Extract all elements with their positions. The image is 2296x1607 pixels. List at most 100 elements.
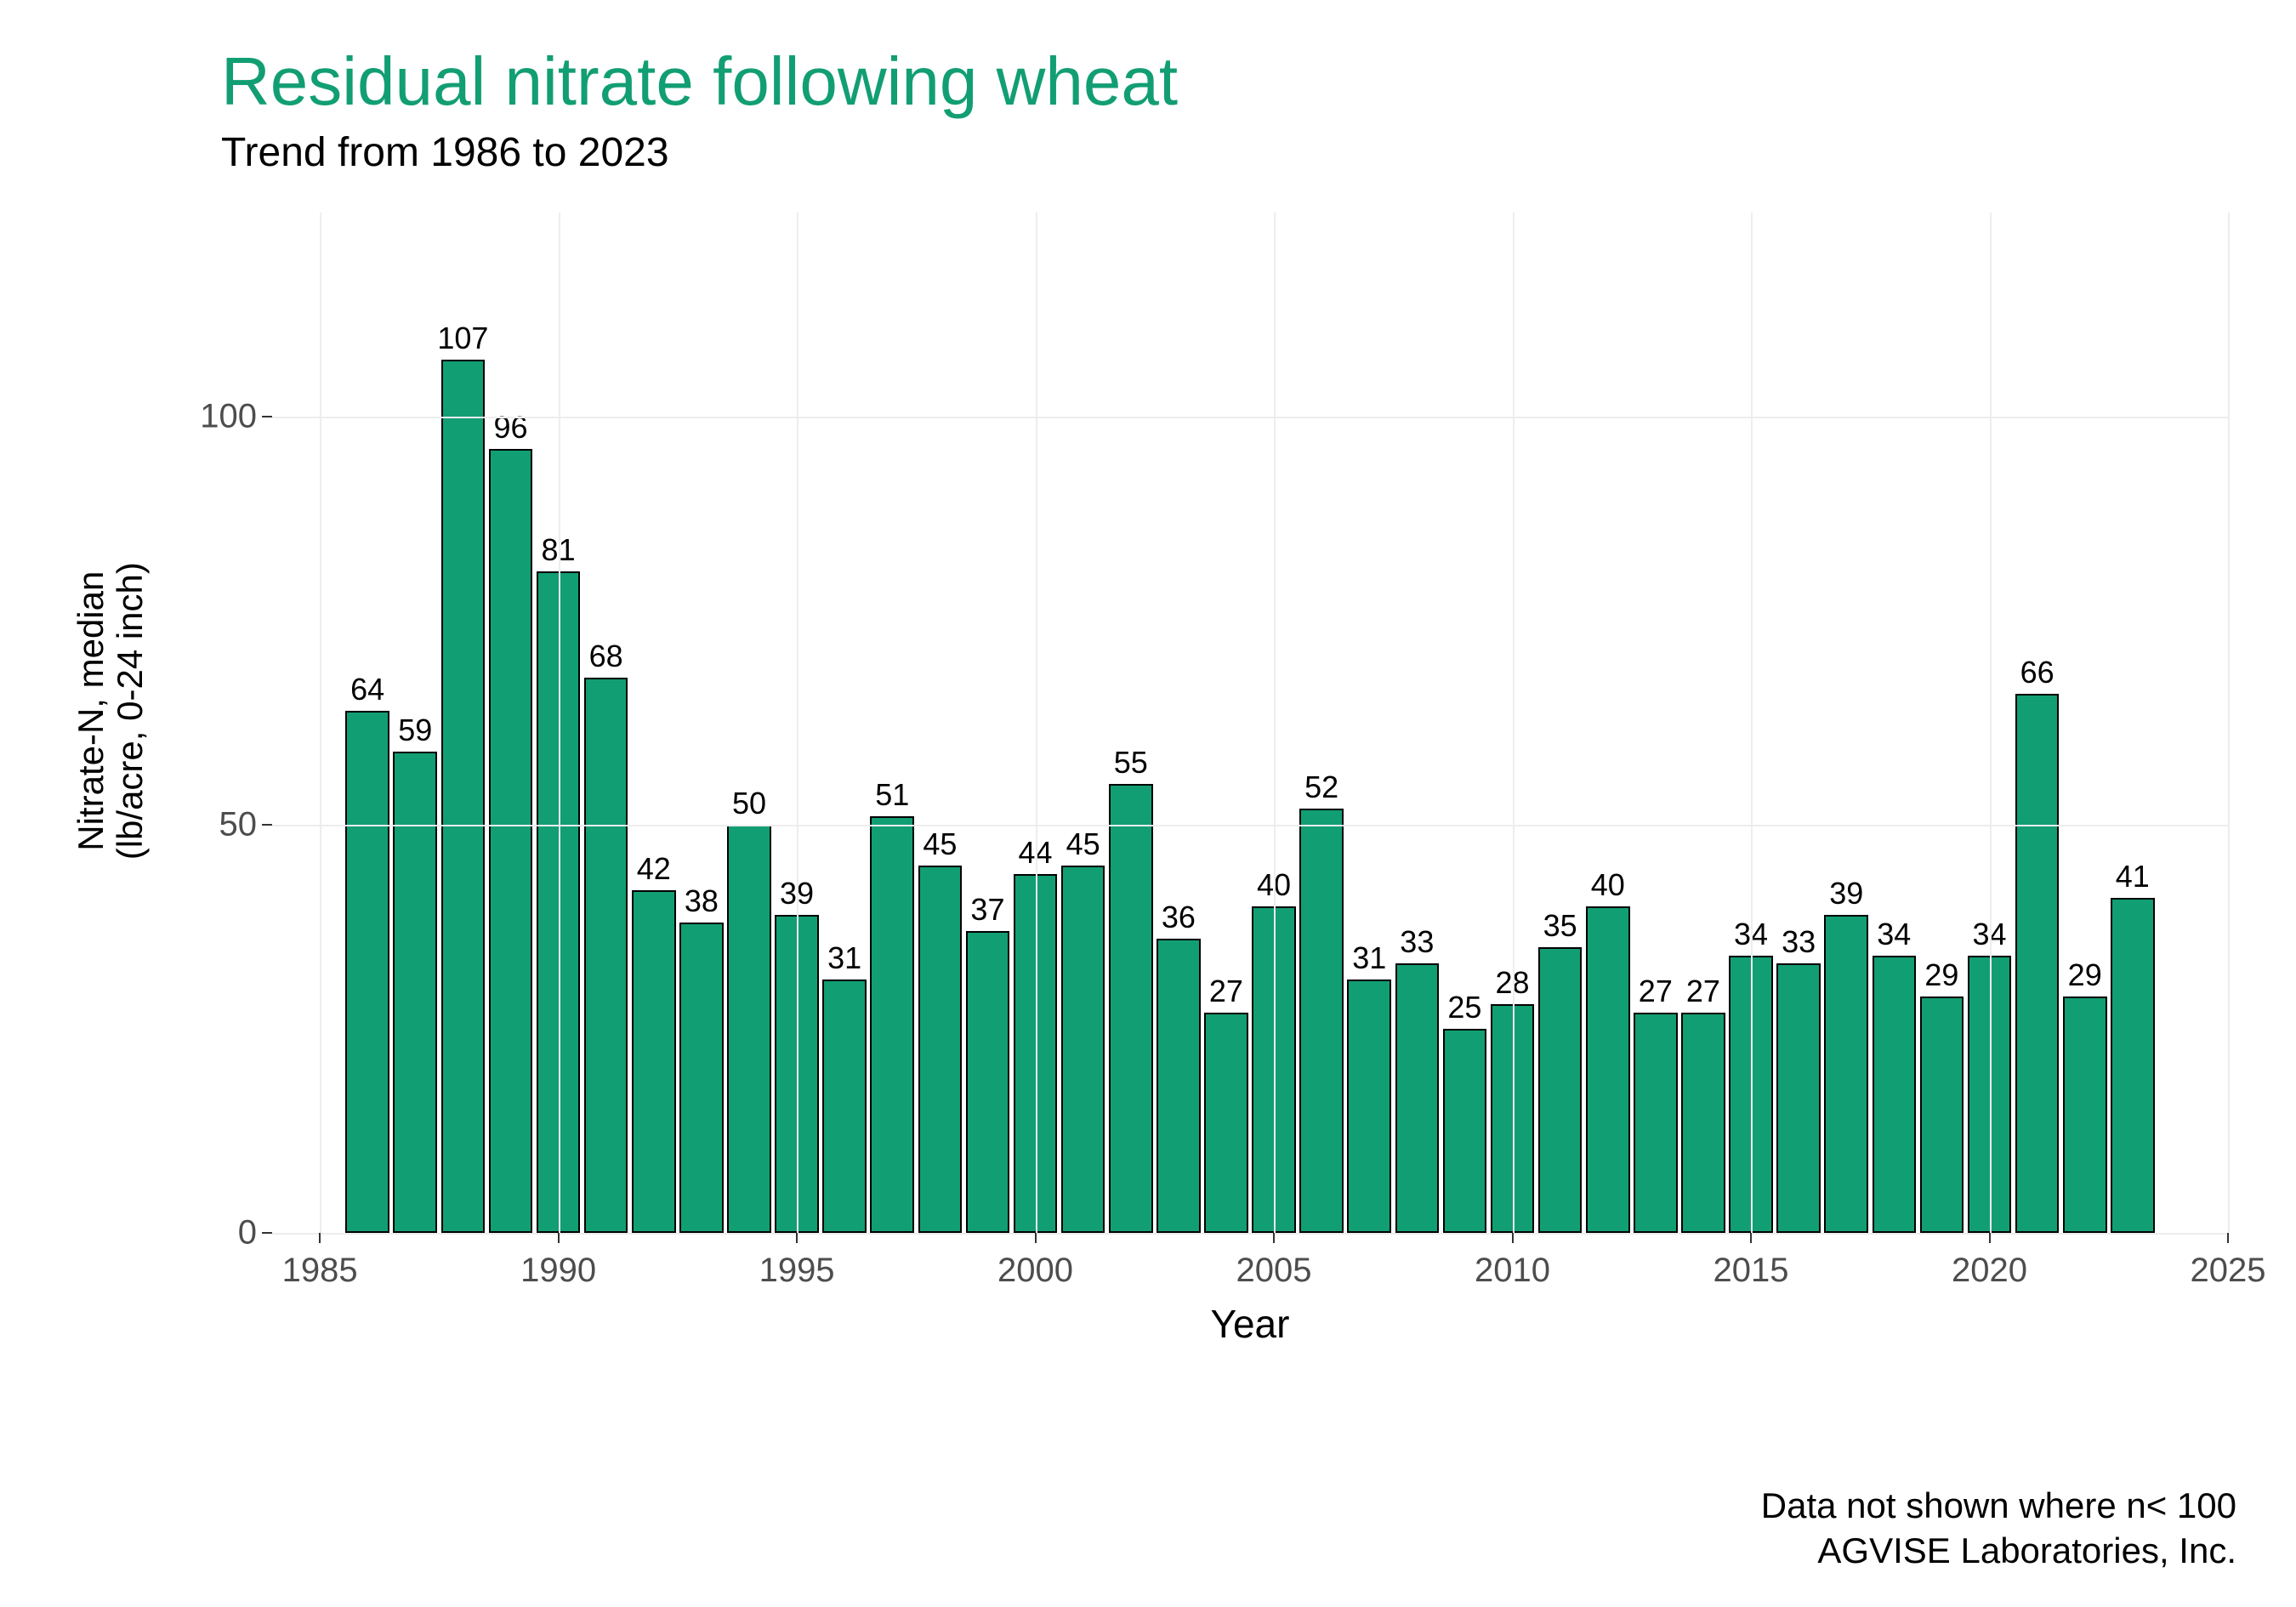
bar [1395,963,1440,1233]
chart-title: Residual nitrate following wheat [221,43,2245,121]
plot-wrap: Nitrate-N, median (lb/acre, 0-24 inch) 6… [51,213,2245,1403]
bar [2063,997,2107,1233]
chart-subtitle: Trend from 1986 to 2023 [221,129,2245,176]
xtick-label: 2010 [1475,1252,1550,1290]
xtick-mark [1989,1233,1991,1243]
bar-value-label: 39 [1829,876,1863,911]
caption-line1: Data not shown where n< 100 [1761,1485,2236,1525]
bar-value-label: 27 [1209,974,1243,1009]
bar [1776,963,1821,1233]
bar [489,449,533,1233]
bar [1634,1013,1678,1233]
bar-value-label: 29 [1924,957,1958,993]
bar [1109,784,1153,1233]
bar-value-label: 107 [437,321,488,356]
bar-value-label: 64 [350,672,384,707]
bar-value-label: 31 [827,940,861,976]
bar [1824,915,1868,1233]
bar [1061,866,1105,1233]
bar-value-label: 59 [398,713,432,748]
bar [584,678,628,1233]
ytick-label: 100 [172,398,257,436]
bar-value-label: 45 [1066,826,1100,862]
bar-value-label: 27 [1639,974,1673,1009]
bar [632,890,676,1233]
bar [966,931,1010,1233]
bar [1586,906,1630,1233]
gridline-v [2228,213,2230,1233]
chart-container: Residual nitrate following wheat Trend f… [0,0,2296,1607]
caption: Data not shown where n< 100 AGVISE Labor… [1761,1484,2236,1573]
ytick-mark [262,824,272,826]
xtick-mark [796,1233,798,1243]
bar-value-label: 27 [1686,974,1720,1009]
bar [1204,1013,1248,1233]
bar [822,980,867,1233]
xtick-label: 2000 [997,1252,1073,1290]
gridline-v [559,213,560,1233]
bar [679,923,724,1233]
bar-value-label: 55 [1114,745,1148,781]
bar-value-label: 96 [493,410,527,446]
bar [393,752,437,1233]
gridline-v [1513,213,1515,1233]
xtick-label: 1990 [520,1252,596,1290]
bar-value-label: 33 [1400,924,1434,960]
ylabel-line2: (lb/acre, 0-24 inch) [110,562,150,860]
bar-value-label: 41 [2116,859,2150,894]
bar [2015,694,2060,1233]
bar [1157,939,1201,1233]
plot-area: 6459107968168423850393151453744455536274… [272,213,2228,1233]
xtick-mark [1750,1233,1752,1243]
bar-value-label: 36 [1162,900,1196,935]
y-axis-label: Nitrate-N, median (lb/acre, 0-24 inch) [71,413,150,1008]
gridline-v [1990,213,1992,1233]
bar [918,866,963,1233]
gridline-h [272,825,2228,826]
bar-value-label: 42 [637,851,671,887]
bar-value-label: 51 [875,777,909,813]
x-axis-label: Year [272,1301,2228,1347]
gridline-v [1036,213,1037,1233]
xtick-mark [558,1233,560,1243]
bar-value-label: 29 [2068,957,2102,993]
bars-layer: 6459107968168423850393151453744455536274… [272,213,2228,1233]
bar-value-label: 66 [2020,655,2054,690]
bar-value-label: 35 [1543,908,1577,944]
bar [1347,980,1391,1233]
xtick-label: 2025 [2191,1252,2266,1290]
bar-value-label: 40 [1591,867,1625,903]
bar-value-label: 34 [1877,917,1911,952]
bar-value-label: 25 [1447,990,1481,1025]
bar-value-label: 52 [1304,769,1338,805]
xtick-mark [1273,1233,1275,1243]
bar-value-label: 31 [1352,940,1386,976]
xtick-mark [1512,1233,1514,1243]
bar [1443,1029,1487,1233]
bar-value-label: 50 [732,786,766,821]
bar-value-label: 37 [970,892,1004,928]
bar-value-label: 33 [1782,924,1816,960]
xtick-mark [319,1233,321,1243]
bar [1873,956,1917,1233]
xtick-label: 2020 [1952,1252,2027,1290]
ytick-label: 50 [172,806,257,844]
ytick-mark [262,416,272,417]
bar-value-label: 45 [923,826,957,862]
ytick-label: 0 [172,1214,257,1252]
gridline-v [320,213,321,1233]
xtick-label: 2015 [1713,1252,1789,1290]
gridline-h [272,1233,2228,1235]
gridline-v [1274,213,1276,1233]
caption-line2: AGVISE Laboratories, Inc. [1817,1530,2236,1570]
bar [1920,997,1964,1233]
bar [345,711,389,1233]
ylabel-line1: Nitrate-N, median [71,571,111,851]
bar [2111,898,2155,1233]
xtick-label: 2005 [1236,1252,1312,1290]
xtick-label: 1985 [282,1252,358,1290]
bar [1538,947,1583,1233]
bar [441,360,486,1233]
ylabel-container: Nitrate-N, median (lb/acre, 0-24 inch) [51,213,136,1233]
bar [1681,1013,1725,1233]
